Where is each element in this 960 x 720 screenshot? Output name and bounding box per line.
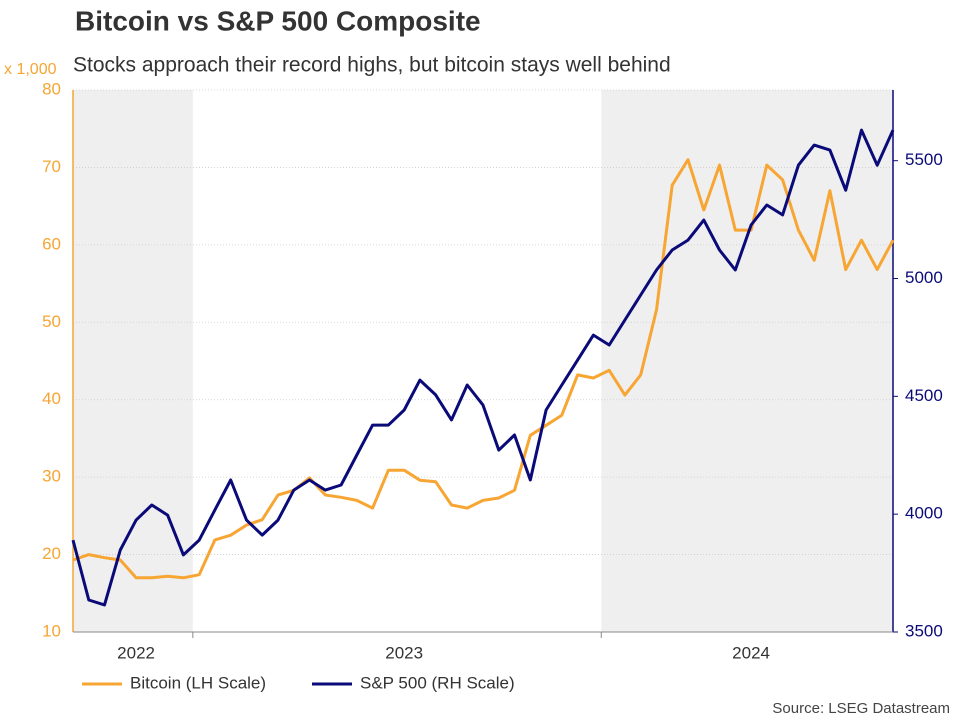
x-tick-label: 2023 — [385, 643, 423, 662]
x-tick-label: 2024 — [732, 643, 770, 662]
legend-label: S&P 500 (RH Scale) — [360, 673, 515, 692]
y-tick-label: 50 — [42, 312, 61, 331]
y-unit-label: x 1,000 — [4, 61, 57, 78]
chart-subtitle: Stocks approach their record highs, but … — [73, 54, 671, 77]
year-shade — [601, 90, 893, 632]
y2-tick-label: 5500 — [905, 150, 943, 169]
y2-tick-label: 5000 — [905, 268, 943, 287]
y-tick-label: 20 — [42, 544, 61, 563]
y2-tick-label: 3500 — [905, 621, 943, 640]
y-tick-label: 30 — [42, 467, 61, 486]
legend-label: Bitcoin (LH Scale) — [130, 673, 266, 692]
y-tick-label: 60 — [42, 234, 61, 253]
y2-tick-label: 4500 — [905, 386, 943, 405]
y-tick-label: 40 — [42, 389, 61, 408]
series-line — [72, 158, 895, 580]
y-tick-label: 10 — [42, 621, 61, 640]
chart-title: Bitcoin vs S&P 500 Composite — [75, 5, 481, 36]
y2-tick-label: 4000 — [905, 504, 943, 523]
y-tick-label: 70 — [42, 157, 61, 176]
source: Source: LSEG Datastream — [772, 700, 950, 717]
x-tick-label: 2022 — [117, 643, 155, 662]
y-tick-label: 80 — [42, 79, 61, 98]
year-shade — [73, 90, 193, 632]
series-line — [71, 128, 895, 607]
